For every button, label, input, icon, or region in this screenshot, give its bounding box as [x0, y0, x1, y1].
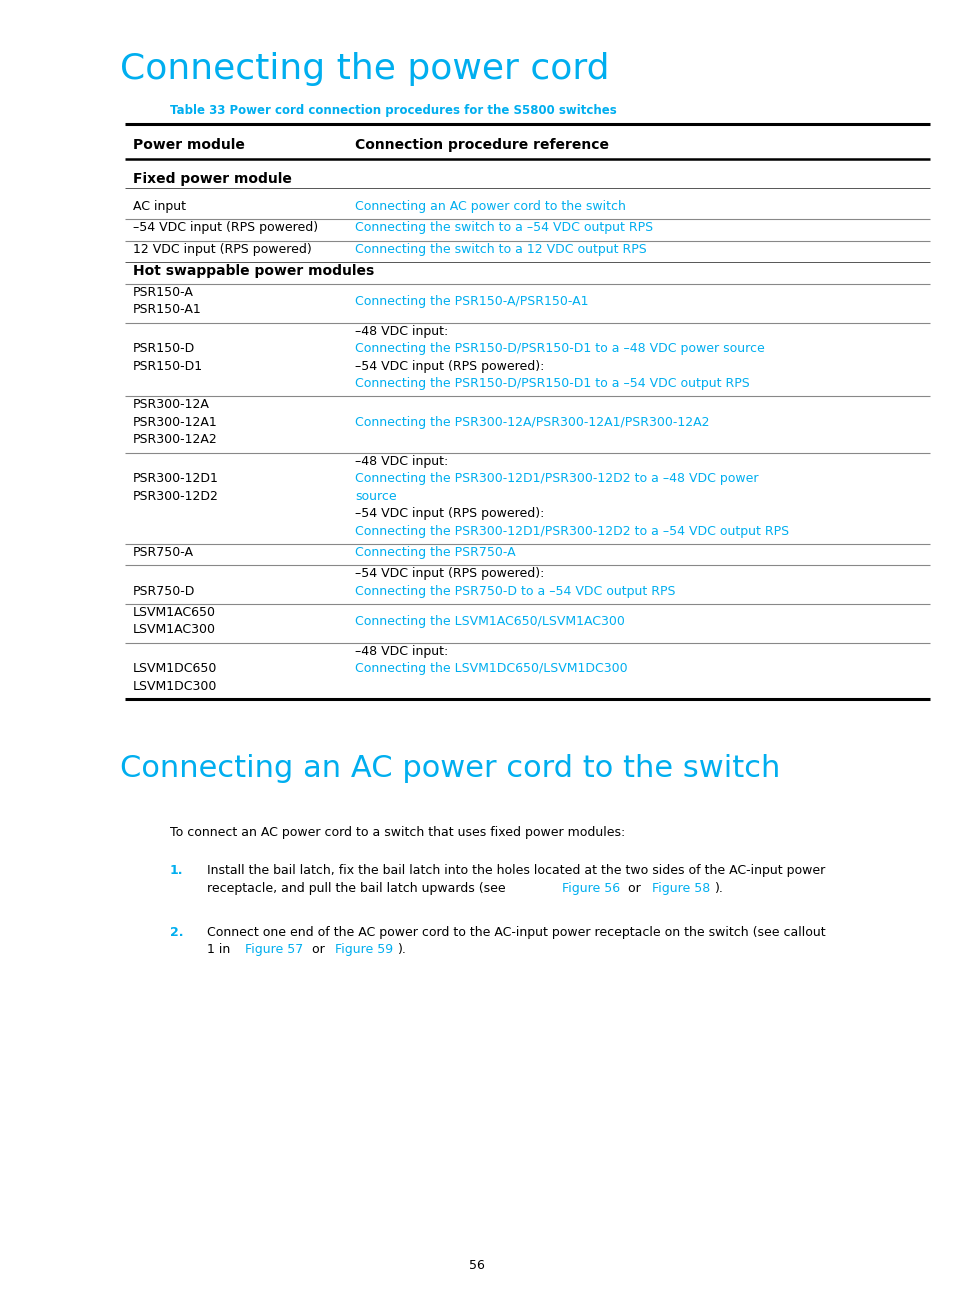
Text: Connecting the PSR150-A/PSR150-A1: Connecting the PSR150-A/PSR150-A1 [355, 295, 588, 308]
Text: LSVM1DC650: LSVM1DC650 [132, 663, 217, 675]
Text: –54 VDC input (RPS powered):: –54 VDC input (RPS powered): [355, 507, 544, 520]
Text: Connecting the PSR750-D to a –54 VDC output RPS: Connecting the PSR750-D to a –54 VDC out… [355, 585, 675, 598]
Text: Connecting the PSR150-D/PSR150-D1 to a –54 VDC output RPS: Connecting the PSR150-D/PSR150-D1 to a –… [355, 377, 749, 389]
Text: Connecting an AC power cord to the switch: Connecting an AC power cord to the switc… [120, 754, 780, 783]
Text: PSR150-D: PSR150-D [132, 342, 195, 355]
Text: 56: 56 [469, 1259, 484, 1272]
Text: Figure 59: Figure 59 [335, 943, 393, 956]
Text: 2.: 2. [170, 925, 183, 938]
Text: Connecting the LSVM1AC650/LSVM1AC300: Connecting the LSVM1AC650/LSVM1AC300 [355, 615, 624, 628]
Text: Connecting the switch to a –54 VDC output RPS: Connecting the switch to a –54 VDC outpu… [355, 221, 653, 234]
Text: Connect one end of the AC power cord to the AC-input power receptacle on the swi: Connect one end of the AC power cord to … [207, 925, 824, 938]
Text: PSR300-12A: PSR300-12A [132, 399, 210, 411]
Text: AC input: AC input [132, 201, 186, 214]
Text: or: or [308, 943, 329, 956]
Text: –54 VDC input (RPS powered):: –54 VDC input (RPS powered): [355, 567, 544, 580]
Text: PSR300-12D2: PSR300-12D2 [132, 489, 218, 502]
Text: Table 33 Power cord connection procedures for the S5800 switches: Table 33 Power cord connection procedure… [170, 104, 616, 116]
Text: Connecting the PSR150-D/PSR150-D1 to a –48 VDC power source: Connecting the PSR150-D/PSR150-D1 to a –… [355, 342, 764, 355]
Text: Connecting the switch to a 12 VDC output RPS: Connecting the switch to a 12 VDC output… [355, 242, 646, 255]
Text: LSVM1AC300: LSVM1AC300 [132, 624, 215, 637]
Text: PSR150-A1: PSR150-A1 [132, 303, 201, 316]
Text: LSVM1AC650: LSVM1AC650 [132, 606, 215, 619]
Text: PSR300-12A1: PSR300-12A1 [132, 415, 217, 428]
Text: Connecting the power cord: Connecting the power cord [120, 52, 609, 85]
Text: PSR300-12D1: PSR300-12D1 [132, 472, 218, 485]
Text: PSR750-D: PSR750-D [132, 585, 195, 598]
Text: Figure 56: Figure 56 [561, 883, 619, 895]
Text: 1 in: 1 in [207, 943, 234, 956]
Text: Hot swappable power modules: Hot swappable power modules [132, 264, 374, 278]
Text: Connecting an AC power cord to the switch: Connecting an AC power cord to the switc… [355, 201, 625, 214]
Text: source: source [355, 489, 396, 502]
Text: ).: ). [397, 943, 406, 956]
Text: LSVM1DC300: LSVM1DC300 [132, 679, 217, 692]
Text: 12 VDC input (RPS powered): 12 VDC input (RPS powered) [132, 242, 312, 255]
Text: Connecting the PSR750-A: Connecting the PSR750-A [355, 546, 515, 559]
Text: PSR150-D1: PSR150-D1 [132, 360, 203, 373]
Text: Connecting the PSR300-12A/PSR300-12A1/PSR300-12A2: Connecting the PSR300-12A/PSR300-12A1/PS… [355, 415, 709, 428]
Text: 1.: 1. [170, 864, 183, 877]
Text: PSR750-A: PSR750-A [132, 546, 193, 559]
Text: Connecting the PSR300-12D1/PSR300-12D2 to a –54 VDC output RPS: Connecting the PSR300-12D1/PSR300-12D2 t… [355, 524, 788, 537]
Text: Install the bail latch, fix the bail latch into the holes located at the two sid: Install the bail latch, fix the bail lat… [207, 864, 824, 877]
Text: –54 VDC input (RPS powered):: –54 VDC input (RPS powered): [355, 360, 544, 373]
Text: ).: ). [714, 883, 722, 895]
Text: PSR150-A: PSR150-A [132, 286, 193, 299]
Text: PSR300-12A2: PSR300-12A2 [132, 433, 217, 446]
Text: To connect an AC power cord to a switch that uses fixed power modules:: To connect an AC power cord to a switch … [170, 826, 624, 839]
Text: –54 VDC input (RPS powered): –54 VDC input (RPS powered) [132, 221, 317, 234]
Text: Connection procedure reference: Connection procedure reference [355, 138, 608, 151]
Text: Connecting the PSR300-12D1/PSR300-12D2 to a –48 VDC power: Connecting the PSR300-12D1/PSR300-12D2 t… [355, 472, 758, 485]
Text: Connecting the LSVM1DC650/LSVM1DC300: Connecting the LSVM1DC650/LSVM1DC300 [355, 663, 627, 675]
Text: Power module: Power module [132, 138, 245, 151]
Text: Figure 58: Figure 58 [651, 883, 709, 895]
Text: Figure 57: Figure 57 [245, 943, 303, 956]
Text: Fixed power module: Fixed power module [132, 172, 292, 186]
Text: –48 VDC input:: –48 VDC input: [355, 644, 448, 657]
Text: –48 VDC input:: –48 VDC input: [355, 454, 448, 467]
Text: or: or [624, 883, 644, 895]
Text: receptacle, and pull the bail latch upwards (see: receptacle, and pull the bail latch upwa… [207, 883, 509, 895]
Text: –48 VDC input:: –48 VDC input: [355, 325, 448, 338]
